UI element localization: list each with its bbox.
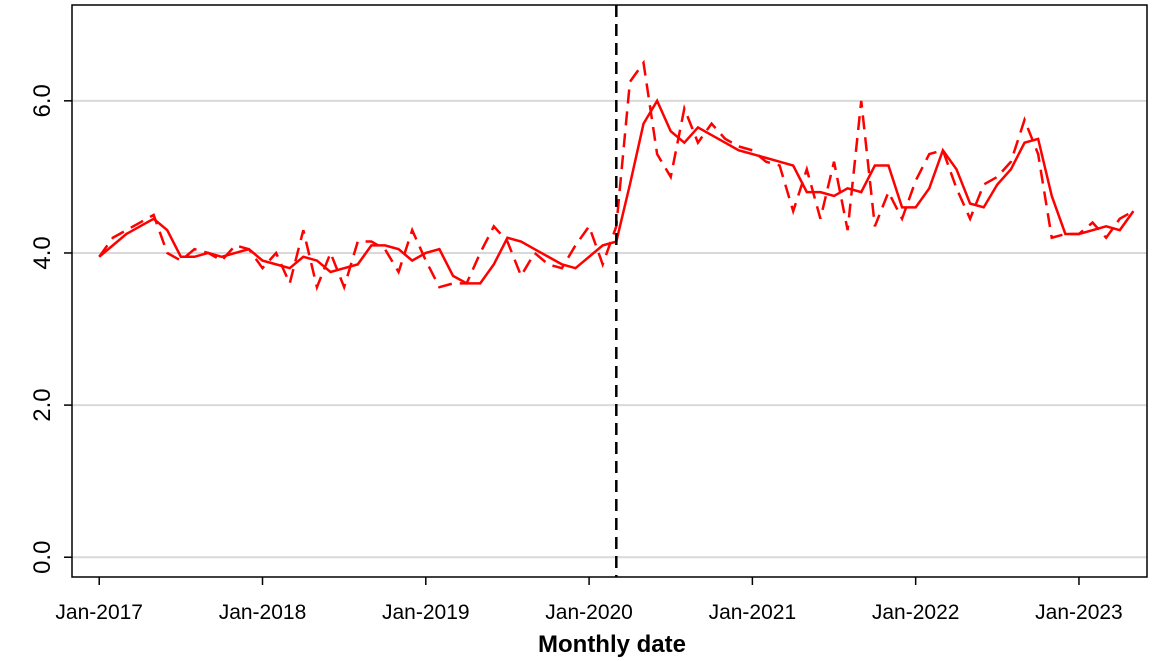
x-tick-label: Jan-2020: [545, 601, 633, 624]
y-tick-label: 6.0: [29, 84, 56, 117]
x-tick-label: Jan-2022: [872, 601, 960, 624]
y-tick-label: 2.0: [29, 388, 56, 421]
x-axis-title: Monthly date: [538, 631, 686, 658]
line-series: [98, 59, 1134, 292]
y-tick-label: 0.0: [29, 541, 56, 574]
y-tick-label: 4.0: [29, 236, 56, 269]
x-tick-label: Jan-2017: [55, 601, 143, 624]
plot-frame: [71, 4, 1148, 578]
x-tick-label: Jan-2019: [382, 601, 470, 624]
x-tick-label: Jan-2021: [709, 601, 797, 624]
x-tick-label: Jan-2023: [1035, 601, 1123, 624]
x-tick-label: Jan-2018: [219, 601, 307, 624]
